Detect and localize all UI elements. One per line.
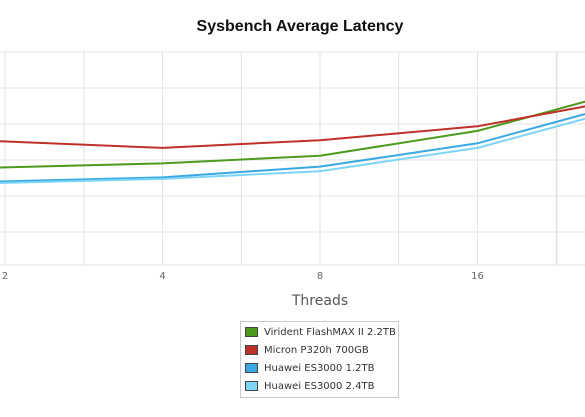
legend-swatch (245, 327, 258, 337)
x-tick-label: 2 (2, 271, 8, 282)
legend: Virident FlashMAX II 2.2TB Micron P320h 7… (240, 321, 399, 398)
series-line-3 (0, 113, 585, 183)
x-axis-title: Threads (291, 293, 348, 309)
grid (0, 51, 585, 266)
legend-label: Huawei ES3000 2.4TB (264, 380, 375, 392)
series-line-1 (0, 100, 585, 169)
legend-item[interactable]: Micron P320h 700GB (245, 341, 398, 359)
x-tick-label: 8 (317, 271, 323, 282)
series-line-4 (0, 117, 585, 184)
legend-label: Micron P320h 700GB (264, 344, 369, 356)
series-lines (0, 100, 585, 184)
x-axis-ticks: 2 4 8 16 (2, 271, 484, 282)
x-tick-label: 4 (159, 271, 165, 282)
legend-swatch (245, 381, 258, 391)
legend-label: Huawei ES3000 1.2TB (264, 362, 375, 374)
series-line-2 (0, 105, 585, 149)
legend-label: Virident FlashMAX II 2.2TB (264, 326, 396, 338)
chart-title: Sysbench Average Latency (196, 18, 404, 35)
legend-swatch (245, 363, 258, 373)
legend-item[interactable]: Huawei ES3000 2.4TB (245, 377, 398, 395)
legend-item[interactable]: Huawei ES3000 1.2TB (245, 359, 398, 377)
x-tick-label: 16 (471, 271, 484, 282)
legend-item[interactable]: Virident FlashMAX II 2.2TB (245, 323, 398, 341)
legend-swatch (245, 345, 258, 355)
